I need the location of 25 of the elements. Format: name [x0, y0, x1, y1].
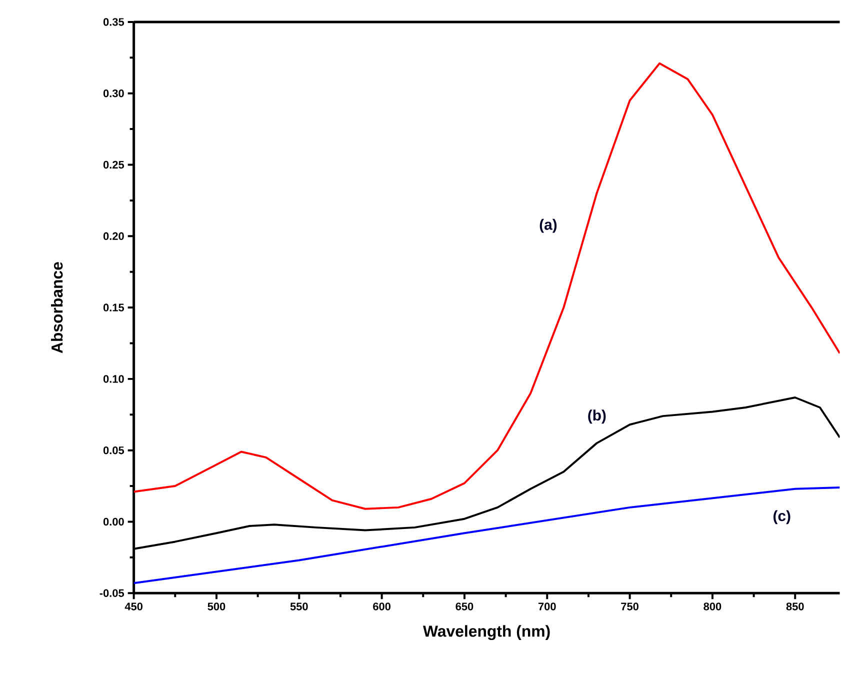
x-tick-label: 450	[124, 602, 142, 610]
x-tick-label: 750	[621, 602, 638, 610]
x-tick-label: 550	[290, 602, 308, 610]
annotation: (c)	[774, 510, 790, 524]
y-tick-label: 0.10	[103, 375, 124, 383]
line-series	[134, 486, 840, 584]
x-tick-label: 700	[538, 602, 556, 610]
annotation: (a)	[540, 218, 557, 233]
x-tick-label: 650	[456, 602, 474, 610]
y-tick-label: 0.15	[103, 304, 124, 312]
x-tick-label: 500	[208, 602, 226, 610]
x-tick-label: 850	[786, 602, 804, 610]
y-tick-label: 0.00	[103, 518, 124, 526]
y-tick-label: 0.25	[103, 160, 124, 169]
annotation: (b)	[588, 410, 606, 424]
y-tick-label: -0.05	[100, 589, 124, 597]
y-tick-label: 0.20	[103, 232, 124, 240]
y-axis-title: Absorbance	[51, 262, 63, 354]
x-axis-title: Wavelength (nm)	[422, 625, 550, 640]
y-tick-label: 0.05	[103, 446, 124, 454]
x-tick-label: 800	[704, 602, 722, 610]
x-tick-label: 600	[373, 602, 390, 610]
line-series	[134, 62, 840, 510]
y-tick-label: 0.35	[103, 18, 124, 26]
y-tick-label: 0.30	[103, 89, 124, 98]
